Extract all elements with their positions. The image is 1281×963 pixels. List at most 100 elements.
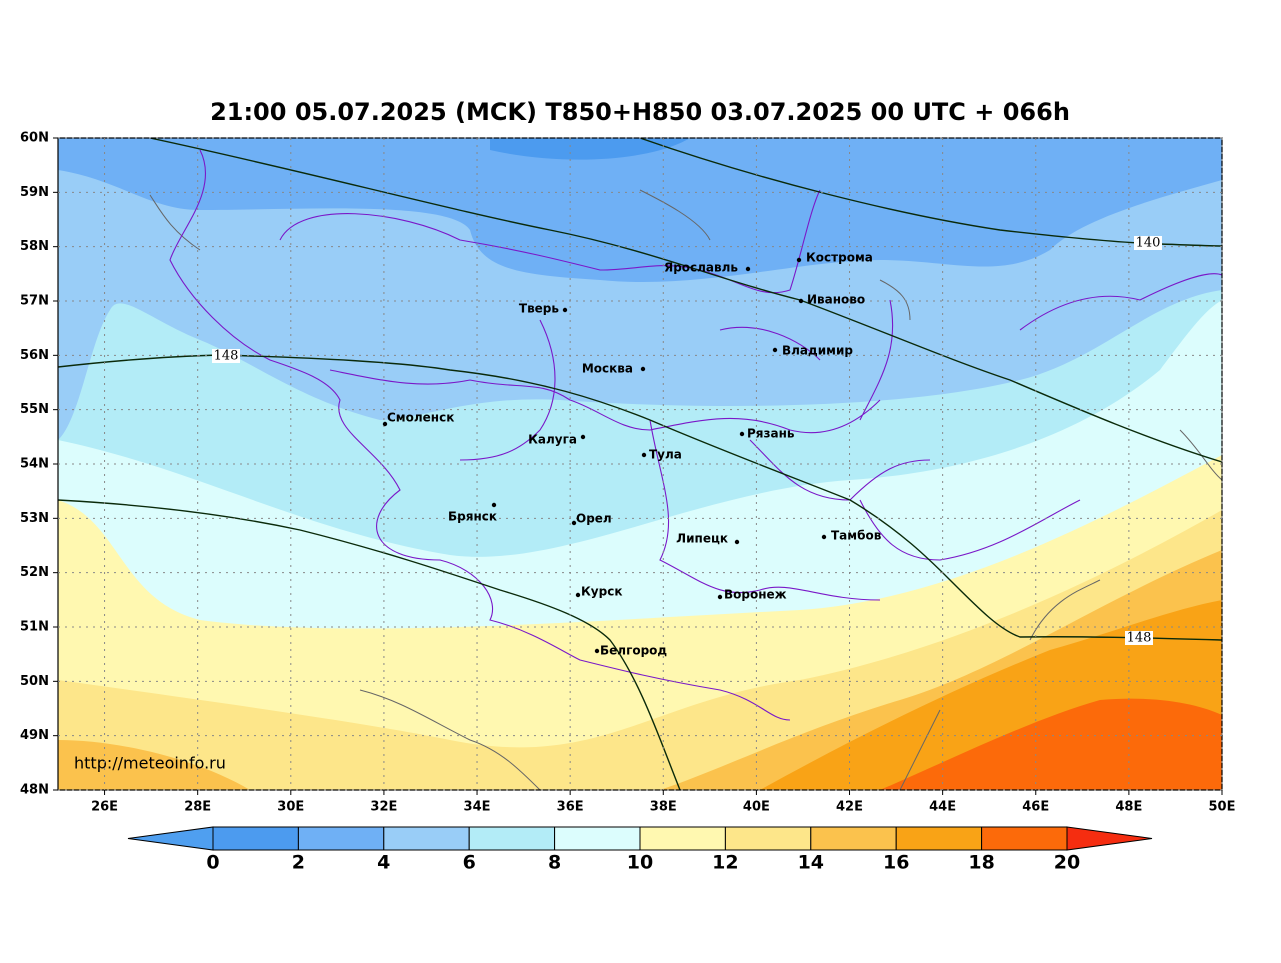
river (149, 189, 1222, 790)
colorbar-label: 18 (968, 852, 994, 874)
city-dot (571, 520, 577, 526)
y-tick-label: 52N (20, 565, 49, 580)
x-tick-label: 28E (184, 800, 211, 815)
city-label: Брянск (448, 510, 497, 524)
city-dot (594, 648, 600, 654)
band-0-2 (490, 138, 690, 160)
x-tick-label: 50E (1209, 800, 1236, 815)
colorbar-box (981, 826, 1068, 851)
y-tick-label: 55N (20, 402, 49, 417)
x-tick-label: 38E (650, 800, 677, 815)
y-tick-label: 58N (20, 239, 49, 254)
colorbar-label: 10 (627, 852, 653, 874)
city-dot (575, 592, 581, 598)
colorbar-label: 12 (712, 852, 738, 874)
city-dot (717, 594, 723, 600)
contour-label-bg (212, 349, 240, 363)
contour-label-bg (1125, 631, 1153, 645)
colorbar-box (297, 826, 385, 851)
colorbar-box (554, 826, 641, 851)
colorbar-box (639, 826, 726, 851)
title: 21:00 05.07.2025 (MCK) T850+H850 03.07.2… (210, 98, 1070, 126)
city-dot (580, 434, 586, 440)
colorbar-extend-low (127, 826, 214, 851)
x-tick-label: 40E (743, 800, 770, 815)
city-dot (562, 307, 568, 313)
contour (58, 499, 681, 790)
contour (149, 138, 1222, 463)
city-label: Тамбов (831, 529, 882, 543)
city-label: Тверь (519, 302, 560, 316)
city-label: Москва (582, 362, 633, 376)
x-tick-label: 42E (836, 800, 863, 815)
colorbar-label: 4 (377, 852, 390, 874)
colorbar-label: 2 (292, 852, 305, 874)
colorbar-label: 16 (883, 852, 909, 874)
colorbar-extend-high (1066, 826, 1153, 851)
colorbar-label: 6 (463, 852, 476, 874)
y-tick-label: 59N (20, 185, 49, 200)
city-dot (745, 266, 751, 272)
city-dot (821, 534, 827, 540)
x-tick-label: 32E (370, 800, 397, 815)
contour-label: 148 (214, 349, 239, 364)
colorbar-label: 8 (548, 852, 561, 874)
city-label: Ярославль (664, 261, 738, 275)
band-18-20 (880, 698, 1222, 790)
city-label: Курск (581, 585, 622, 599)
colorbar-label: 0 (206, 852, 219, 874)
y-tick-label: 56N (20, 348, 49, 363)
city-dot (641, 452, 647, 458)
colorbar: 0 2 4 6 8 10 12 14 16 18 20 (127, 826, 1153, 874)
city-label: Иваново (807, 293, 865, 307)
contour-label: 148 (1127, 631, 1152, 646)
city-dot (382, 421, 388, 427)
city-label: Белгород (600, 644, 667, 658)
city-dot (798, 298, 804, 304)
y-tick-label: 49N (20, 728, 49, 743)
city-label: Рязань (747, 427, 795, 441)
y-tick-label: 53N (20, 511, 49, 526)
colorbar-box (212, 826, 299, 851)
colorbar-box (810, 826, 897, 851)
city-dot (796, 257, 802, 263)
city-dot (734, 539, 740, 545)
colorbar-label: 14 (798, 852, 824, 874)
x-tick-label: 34E (464, 800, 491, 815)
x-tick-label: 44E (929, 800, 956, 815)
contour (639, 138, 1222, 247)
contour (58, 354, 1222, 641)
city-label: Орел (576, 512, 612, 526)
x-tick-label: 46E (1022, 800, 1049, 815)
colorbar-box (724, 826, 812, 851)
city-dot (739, 431, 745, 437)
city-dot (491, 502, 497, 508)
city-label: Калуга (528, 433, 577, 447)
x-tick-label: 26E (91, 800, 118, 815)
x-tick-label: 30E (277, 800, 304, 815)
city-label: Смоленск (387, 411, 454, 425)
city-dot (772, 347, 778, 353)
colorbar-box (895, 826, 983, 851)
colorbar-box (383, 826, 470, 851)
city-label: Липецк (676, 532, 728, 546)
y-tick-label: 48N (20, 783, 49, 798)
contour-label: 140 (1136, 236, 1161, 251)
city-label: Тула (649, 448, 682, 462)
colorbar-box (468, 826, 556, 851)
band-2-4 (58, 138, 1222, 283)
contour-label-bg (1134, 236, 1162, 250)
y-tick-label: 57N (20, 294, 49, 309)
city-dot (640, 366, 646, 372)
y-tick-label: 60N (20, 131, 49, 146)
x-tick-label: 36E (557, 800, 584, 815)
city-label: Владимир (782, 344, 853, 358)
watermark: http://meteoinfo.ru (74, 754, 226, 773)
y-tick-label: 51N (20, 620, 49, 635)
city-label: Воронеж (724, 588, 787, 602)
x-tick-label: 48E (1115, 800, 1142, 815)
y-tick-label: 50N (20, 674, 49, 689)
city-label: Кострома (806, 251, 873, 265)
colorbar-label: 20 (1054, 852, 1080, 874)
